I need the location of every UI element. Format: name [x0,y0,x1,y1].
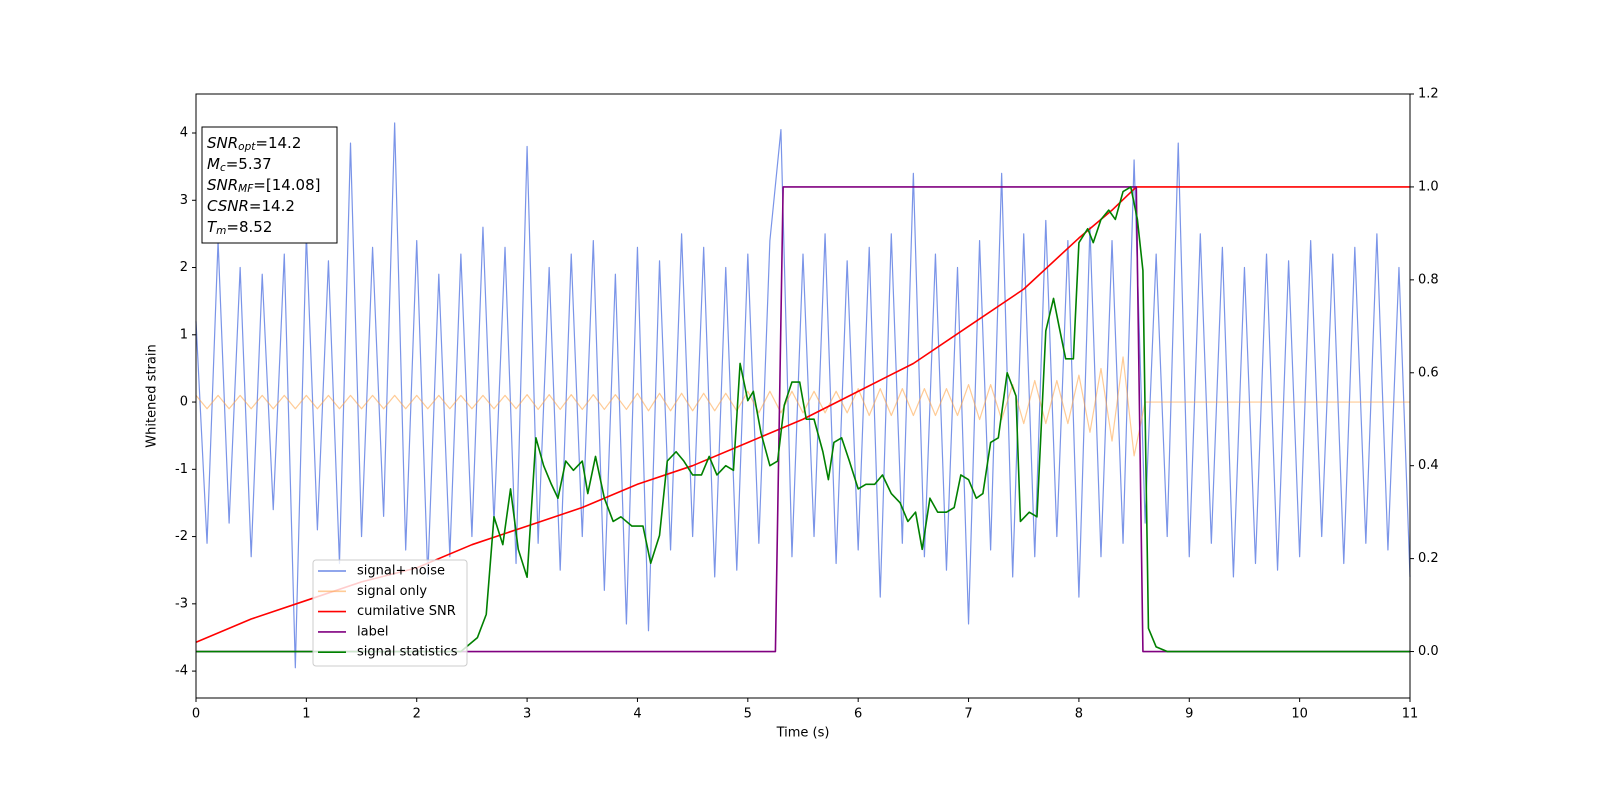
y2-tick-label: 0.8 [1418,272,1439,287]
legend-label: cumilative SNR [357,604,456,619]
y-tick-label: -4 [175,664,188,679]
annotation: SNRopt=14.2 [207,134,301,154]
legend-label: signal statistics [357,645,458,660]
annotation-value: =14.2 [249,197,295,215]
y-tick-label: -3 [175,596,188,611]
y-tick-label: -2 [175,529,188,544]
x-tick-label: 2 [413,707,421,722]
legend-label: signal+ noise [357,564,445,579]
series-line [196,186,1410,653]
annotation-subscript: m [216,225,226,237]
annotation-value: =14.2 [255,134,301,152]
annotation: Mc=5.37 [207,155,272,175]
y2-tick-label: 0.2 [1418,551,1439,566]
annotation-subscript: MF [238,183,254,195]
x-tick-label: 11 [1402,707,1419,722]
y-tick-label: 4 [180,126,188,141]
annotation-value: =5.37 [226,155,272,173]
annotation-subscript: opt [238,141,256,153]
x-tick-label: 0 [192,707,200,722]
annotation: Tm=8.52 [207,218,272,238]
annotation-value: =8.52 [226,218,272,236]
y-tick-label: 2 [180,260,188,275]
annotation: SNRMF=[14.08] [207,176,321,196]
x-tick-label: 4 [633,707,641,722]
legend-label: signal only [357,584,427,599]
y-tick-label: -1 [175,462,188,477]
y2-tick-label: 1.0 [1418,179,1439,194]
y2-tick-label: 0.0 [1418,644,1439,659]
x-tick-label: 7 [964,707,972,722]
annotation-value: =[14.08] [253,176,320,194]
axes-frame [195,93,1411,699]
annotation-name: SNR [207,176,238,194]
annotation-box [201,126,338,244]
y2-tick-label: 1.2 [1418,87,1439,102]
annotation-name: SNR [207,134,238,152]
legend-label: label [357,624,388,639]
annotation-name: T [207,218,218,236]
x-tick-label: 10 [1291,707,1308,722]
series-line [195,122,1411,669]
x-tick-label: 1 [302,707,310,722]
y-tick-label: 1 [180,327,188,342]
x-tick-label: 8 [1075,707,1083,722]
annotation-name: CSNR [207,197,249,215]
annotation-subscript: c [220,162,226,174]
y2-tick-label: 0.6 [1418,365,1439,380]
y2-tick-label: 0.4 [1418,458,1439,473]
x-tick-label: 5 [744,707,752,722]
x-tick-label: 9 [1185,707,1193,722]
x-tick-label: 3 [523,707,531,722]
x-tick-label: 6 [854,707,862,722]
y-tick-label: 3 [180,193,188,208]
y-tick-label: 0 [180,395,188,410]
x-axis-label: Time (s) [776,726,830,741]
legend-box [312,559,468,667]
y-axis-label: Whitened strain [145,344,160,447]
annotation: CSNR=14.2 [207,197,295,215]
series-line [195,356,1410,457]
annotation-name: M [207,155,220,173]
